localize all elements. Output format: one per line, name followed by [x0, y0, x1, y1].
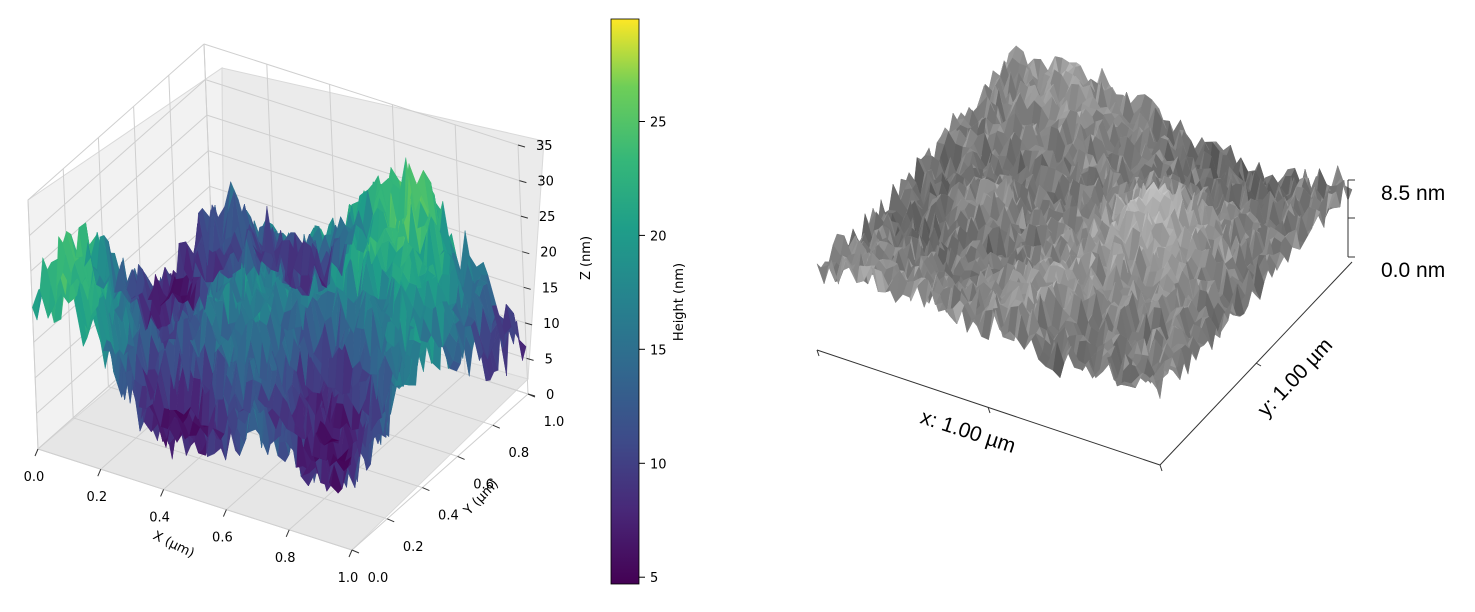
grid-line: [203, 43, 519, 146]
x-scale-label: x: 1.00 µm: [918, 406, 1019, 458]
y-tick: [351, 549, 360, 554]
x-tick-label: 0.0: [24, 470, 45, 485]
z-tick-label: 0: [546, 388, 554, 403]
z-scale-max-label: 8.5 nm: [1381, 182, 1445, 205]
z-axis-label: Z (nm): [579, 236, 594, 280]
z-tick-label: 10: [543, 317, 560, 332]
surface-patch: [207, 208, 219, 233]
grid-line: [27, 199, 39, 450]
z-tick-label: 15: [542, 281, 559, 296]
colorbar-label: Height (nm): [672, 263, 687, 341]
x-tick-label: 0.4: [149, 510, 170, 525]
z-tick-label: 35: [536, 139, 553, 154]
z-tick-label: 20: [540, 246, 557, 261]
grid-line: [205, 79, 520, 182]
z-tick: [526, 357, 534, 361]
grayscale-surface: [816, 45, 1353, 399]
z-tick-label: 5: [545, 352, 553, 367]
z-tick: [527, 393, 536, 397]
axes-ticks: 0.0 0.2 0.4 0.6 0.8 1.0 0.0 0.2 0.4 0.6 0.8 1.0 0 5 10…: [24, 139, 565, 586]
grid-line: [73, 417, 388, 520]
z-tick: [519, 180, 527, 184]
colorbar-tick-label: 25: [650, 116, 667, 131]
z-scale-min-label: 0.0 nm: [1381, 259, 1445, 282]
z-tick: [517, 144, 526, 148]
grid-line: [37, 448, 353, 551]
viridis-surface-chart: 0.0 0.2 0.4 0.6 0.8 1.0 0.0 0.2 0.4 0.6 0.8 1.0 0 5 10…: [24, 43, 594, 586]
x-tick: [285, 529, 290, 537]
z-tick-label: 30: [537, 175, 554, 190]
y-tick: [457, 455, 465, 460]
x-tick-label: 0.6: [212, 531, 233, 546]
x-tick-label: 1.0: [338, 571, 359, 586]
colorbar-gradient: [610, 18, 640, 585]
grid-line: [517, 144, 529, 395]
y-tick-label: 0.2: [403, 540, 424, 555]
y-tick: [492, 424, 500, 429]
x-tick: [222, 509, 227, 517]
y-tick-label: 0.4: [438, 509, 459, 524]
y-tick: [422, 487, 430, 492]
grid-line: [351, 393, 529, 551]
z-tick: [520, 215, 529, 219]
x-tick: [160, 489, 165, 497]
x-tick-label: 0.2: [86, 490, 107, 505]
colorbar-ticks: 5 10 15 20 25: [639, 116, 667, 586]
grid-line: [206, 114, 522, 217]
z-tick: [524, 322, 533, 326]
grid-line: [288, 373, 466, 531]
x-tick: [97, 469, 102, 477]
grid-line: [27, 43, 205, 201]
x-tick: [34, 448, 39, 457]
grayscale-surface-chart: x: 1.00 µm y: 1.00 µm 8.5 nm 0.0 nm: [816, 45, 1445, 472]
viridis-surface: [32, 157, 527, 494]
colorbar-tick-label: 20: [650, 229, 667, 244]
y-scale-label: y: 1.00 µm: [1253, 334, 1337, 422]
x-tick: [348, 549, 353, 558]
z-tick-label: 25: [539, 210, 556, 225]
y-tick-label: 0.8: [508, 446, 529, 461]
y-tick-label: 1.0: [544, 415, 565, 430]
colorbar-tick-label: 5: [650, 571, 658, 586]
z-tick: [523, 286, 531, 290]
colorbar: 5 10 15 20 25 Height (nm): [610, 18, 687, 586]
colorbar-tick-label: 10: [650, 457, 667, 472]
y-tick: [387, 518, 395, 523]
grid-line: [29, 79, 206, 236]
x-axis-label: X (µm): [150, 528, 196, 561]
z-tick: [522, 251, 530, 255]
y-tick-label: 0.0: [368, 571, 389, 586]
x-tick-label: 0.8: [275, 551, 296, 566]
colorbar-tick-label: 15: [650, 343, 667, 358]
y-tick-label: 0.6: [473, 477, 494, 492]
